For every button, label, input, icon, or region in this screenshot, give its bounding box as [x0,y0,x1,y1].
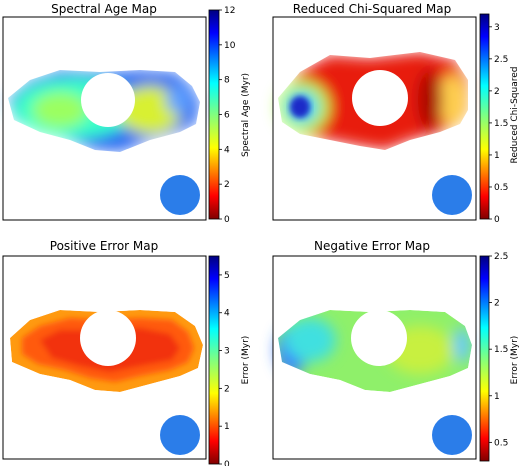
colorbar-label: Error (Myr) [241,336,251,385]
colorbar-tick-label: 5 [224,271,230,281]
panel-positive-error: Positive Error Map 0 1 2 3 4 5 Error (Myr) [2,239,251,466]
plot-frame-border [2,255,207,460]
colorbar-tick-label: 2 [224,384,230,394]
colorbar-ticks: 0 0.5 1 1.5 2 2.5 3 [489,23,508,225]
colorbar-tick-label: 1 [494,392,500,402]
colorbar-ticks: 0.5 1 1.5 2 2.5 [489,252,508,448]
colorbar-tick-label: 1 [494,151,500,161]
colorbar-tick-label: 3 [224,347,230,357]
colorbar-tick-label: 8 [224,76,230,86]
colorbar-tick-label: 2.5 [494,55,508,65]
core-mask [80,310,136,366]
colorbar-gradient [208,255,220,465]
colorbar-tick-label: 1.5 [494,345,508,355]
colorbar-ticks: 0 1 2 3 4 5 [219,271,230,466]
panel-title: Reduced Chi-Squared Map [293,2,451,16]
panel-spectral-age: Spectral Age Map 0 2 4 6 8 10 12 Spectral Age … [2,2,251,225]
colorbar-tick-label: 0 [494,215,500,225]
colorbar-tick-label: 2.5 [494,252,508,262]
colorbar-tick-label: 4 [224,145,230,155]
colorbar-tick-label: 12 [224,6,235,16]
colorbar-tick-label: 0.5 [494,438,508,448]
core-mask [81,73,135,127]
lobe-outline-mask [3,17,206,220]
panel-title: Spectral Age Map [51,2,157,16]
lobe-region-right-edge [438,74,466,126]
colorbar: 0 2 4 6 8 10 12 Spectral Age (Myr) [208,6,251,225]
colorbar-ticks: 0 2 4 6 8 10 12 [219,6,236,225]
colorbar-tick-label: 0 [224,460,230,466]
panel-negative-error: Negative Error Map 0.5 1 1.5 2 2.5 Error (My… [272,239,520,462]
plot-frame-border [272,16,477,221]
heatmap-image [273,256,476,459]
lobe-outline-mask [273,256,476,459]
lobe-region-right-edge [454,327,470,363]
lobe-region-outer-right [166,86,190,114]
lobe-region-left-mid [284,318,336,362]
colorbar-tick-label: 1.5 [494,119,508,129]
colorbar-tick-label: 4 [224,309,230,319]
heatmap-image [273,17,476,220]
core-mask [352,70,408,126]
colorbar-label: Error (Myr) [510,336,520,385]
colorbar-tick-label: 0.5 [494,183,508,193]
colorbar-tick-label: 1 [224,422,230,432]
colorbar: 0 1 2 3 4 5 Error (Myr) [208,255,251,466]
colorbar-tick-label: 0 [224,215,230,225]
lobe-region-inner [32,92,88,128]
hotspot [290,96,310,118]
core-mask [351,310,407,366]
colorbar-tick-label: 2 [494,299,500,309]
colorbar-tick-label: 2 [494,87,500,97]
heatmap-image [3,256,206,459]
panel-reduced-chi-squared: Reduced Chi-Squared Map 0 0.5 1 1.5 2 2.5 3 Re… [272,2,520,225]
colorbar-label: Reduced Chi-Squared [510,67,520,164]
beam [160,175,200,215]
lobe-outline-mask [273,17,476,220]
beam [432,415,472,455]
colorbar-gradient [479,255,490,462]
colorbar: 0 0.5 1 1.5 2 2.5 3 Reduced Chi-Squared [479,13,520,225]
colorbar-label: Spectral Age (Myr) [241,73,251,157]
lobe-outline-mask [3,256,206,459]
beam [432,175,472,215]
colorbar: 0.5 1 1.5 2 2.5 Error (Myr) [479,252,520,462]
colorbar-gradient [208,9,220,220]
colorbar-tick-label: 3 [494,23,500,33]
beam [160,415,200,455]
colorbar-gradient [479,13,490,220]
colorbar-tick-label: 6 [224,111,230,121]
colorbar-tick-label: 2 [224,180,230,190]
heatmap-image [3,17,206,220]
panel-title: Positive Error Map [50,239,158,253]
plot-frame-border [272,255,477,460]
colorbar-tick-label: 10 [224,41,236,51]
plot-frame-border [2,16,207,221]
lobe-region-dark [418,70,442,130]
panel-title: Negative Error Map [314,239,430,253]
